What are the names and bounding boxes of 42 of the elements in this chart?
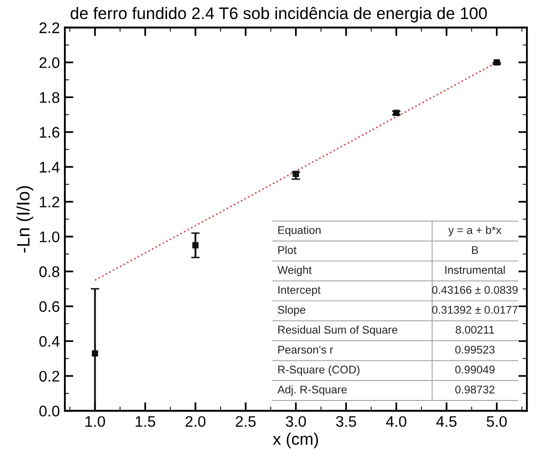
y-tick-label: 1.4 xyxy=(40,162,60,172)
x-tick-label: 4.5 xyxy=(436,416,457,427)
y-axis-title: -Ln (I/Io) xyxy=(16,186,34,252)
annotation: 0.98732 xyxy=(455,386,494,394)
x-tick-label: 5.0 xyxy=(486,416,507,427)
x-tick-label: 1.0 xyxy=(86,416,106,427)
y-tick-label: 0.8 xyxy=(39,266,60,278)
annotation: 0.31392 ± 0.0177 xyxy=(432,306,518,314)
y-tick-label: 0.6 xyxy=(39,301,60,312)
y-tick-label: 0.0 xyxy=(39,406,60,416)
x-axis-title: x (cm) xyxy=(272,432,318,448)
annotation: Pearson's r xyxy=(278,346,334,354)
annotation: Residual Sum of Square xyxy=(278,326,398,336)
x-tick-label: 3.0 xyxy=(286,416,306,427)
y-tick-label: 0.2 xyxy=(39,370,60,382)
annotation: R-Square (COD) xyxy=(278,365,360,376)
chart-title: de ferro fundido 2.4 T6 sob incidência de energia de 100 xyxy=(70,6,487,22)
annotation: B xyxy=(472,246,478,254)
annotation: 0.43166 ± 0.0839 xyxy=(432,286,518,294)
x-tick-label: 2.5 xyxy=(236,416,256,427)
annotation: y = a + b*x xyxy=(448,226,502,236)
y-tick-label: 0.4 xyxy=(39,336,60,347)
x-tick-label: 3.5 xyxy=(336,416,356,427)
y-tick-label: 2.0 xyxy=(40,57,60,68)
annotation: 8.00211 xyxy=(456,326,494,334)
annotation: Instrumental xyxy=(445,266,505,274)
annotation: 0.99523 xyxy=(455,346,495,354)
annotation: Weight xyxy=(277,266,312,276)
x-tick-label: 2.0 xyxy=(186,416,206,427)
annotation: Plot xyxy=(278,246,296,254)
annotation: Slope xyxy=(278,306,306,316)
y-tick-label: 2.2 xyxy=(40,22,60,34)
x-tick-label: 4.0 xyxy=(386,416,406,427)
annotation: Equation xyxy=(278,226,321,236)
y-tick-label: 1.8 xyxy=(40,92,60,103)
y-tick-label: 1.2 xyxy=(40,196,60,208)
annotation: 0.99049 xyxy=(455,366,494,374)
x-tick-label: 1.5 xyxy=(136,416,156,427)
annotation: Adj. R-Square xyxy=(277,385,347,396)
y-tick-label: 1.6 xyxy=(40,126,60,138)
annotation: Intercept xyxy=(278,286,321,296)
y-tick-label: 1.0 xyxy=(40,231,60,242)
